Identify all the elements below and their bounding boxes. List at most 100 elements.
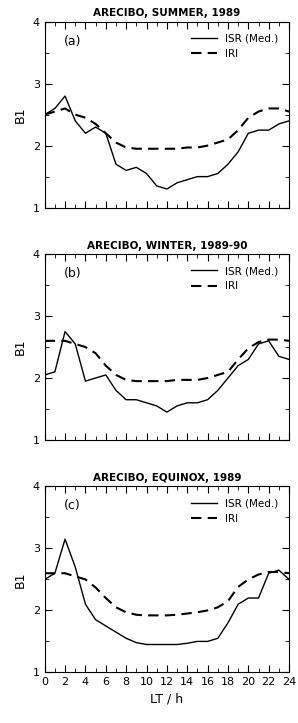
IRI <box>195 608 199 617</box>
ISR (Med.) <box>43 575 46 583</box>
ISR (Med.) <box>165 640 169 649</box>
ISR (Med.) <box>226 618 230 627</box>
ISR (Med.) <box>124 166 128 175</box>
IRI <box>236 583 240 591</box>
ISR (Med.) <box>43 371 46 380</box>
IRI <box>73 572 77 581</box>
ISR (Med.) <box>185 176 189 184</box>
ISR (Med.) <box>175 401 179 410</box>
ISR (Med.) <box>216 169 220 178</box>
IRI <box>267 568 271 576</box>
IRI <box>53 569 57 578</box>
ISR (Med.) <box>195 172 199 181</box>
IRI <box>185 609 189 618</box>
IRI <box>226 135 230 144</box>
IRI <box>43 569 46 578</box>
IRI <box>63 336 67 345</box>
Text: (b): (b) <box>64 267 82 280</box>
ISR (Med.) <box>135 163 138 171</box>
IRI <box>104 129 108 137</box>
IRI <box>185 375 189 384</box>
IRI <box>226 367 230 376</box>
ISR (Med.) <box>267 336 271 345</box>
IRI <box>175 610 179 619</box>
Line: ISR (Med.): ISR (Med.) <box>45 539 289 644</box>
IRI <box>246 344 250 353</box>
ISR (Med.) <box>236 600 240 609</box>
ISR (Med.) <box>84 129 87 137</box>
Legend: ISR (Med.), IRI: ISR (Med.), IRI <box>187 30 281 62</box>
ISR (Med.) <box>84 600 87 609</box>
ISR (Med.) <box>287 355 291 364</box>
IRI <box>63 104 67 113</box>
IRI <box>124 143 128 152</box>
IRI <box>53 336 57 345</box>
ISR (Med.) <box>155 640 159 649</box>
ISR (Med.) <box>185 639 189 648</box>
IRI <box>257 338 260 346</box>
IRI <box>124 608 128 617</box>
IRI <box>267 335 271 344</box>
IRI <box>195 143 199 152</box>
IRI <box>84 575 87 583</box>
ISR (Med.) <box>53 104 57 113</box>
IRI <box>135 610 138 619</box>
IRI <box>185 143 189 152</box>
X-axis label: LT / h: LT / h <box>150 693 184 706</box>
IRI <box>73 111 77 119</box>
ISR (Med.) <box>195 637 199 646</box>
ISR (Med.) <box>104 371 108 380</box>
IRI <box>155 145 159 153</box>
ISR (Med.) <box>84 377 87 385</box>
ISR (Med.) <box>185 398 189 407</box>
ISR (Med.) <box>53 367 57 376</box>
IRI <box>135 145 138 153</box>
IRI <box>175 375 179 384</box>
IRI <box>94 349 97 358</box>
IRI <box>155 611 159 620</box>
ISR (Med.) <box>155 401 159 410</box>
IRI <box>287 107 291 116</box>
ISR (Med.) <box>155 181 159 190</box>
ISR (Med.) <box>246 129 250 137</box>
IRI <box>246 575 250 583</box>
IRI <box>175 145 179 153</box>
Line: IRI: IRI <box>45 108 289 149</box>
IRI <box>114 603 118 612</box>
Title: ARECIBO, EQUINOX, 1989: ARECIBO, EQUINOX, 1989 <box>93 473 241 483</box>
ISR (Med.) <box>277 119 281 128</box>
ISR (Med.) <box>175 640 179 649</box>
ISR (Med.) <box>206 395 209 404</box>
ISR (Med.) <box>226 160 230 168</box>
ISR (Med.) <box>216 634 220 643</box>
ISR (Med.) <box>165 408 169 416</box>
IRI <box>53 107 57 116</box>
IRI <box>257 570 260 579</box>
ISR (Med.) <box>236 362 240 370</box>
Line: IRI: IRI <box>45 572 289 615</box>
ISR (Med.) <box>104 622 108 630</box>
IRI <box>135 377 138 385</box>
Line: ISR (Med.): ISR (Med.) <box>45 332 289 412</box>
Text: (c): (c) <box>64 500 81 513</box>
IRI <box>195 375 199 384</box>
ISR (Med.) <box>277 352 281 361</box>
ISR (Med.) <box>114 386 118 395</box>
IRI <box>206 606 209 615</box>
ISR (Med.) <box>145 640 148 649</box>
IRI <box>277 335 281 344</box>
Y-axis label: B1: B1 <box>14 571 27 588</box>
IRI <box>267 104 271 113</box>
IRI <box>246 114 250 122</box>
ISR (Med.) <box>216 386 220 395</box>
IRI <box>257 107 260 116</box>
IRI <box>165 611 169 620</box>
IRI <box>145 377 148 385</box>
ISR (Med.) <box>43 111 46 119</box>
IRI <box>277 568 281 576</box>
IRI <box>124 375 128 384</box>
ISR (Med.) <box>63 328 67 336</box>
IRI <box>145 611 148 620</box>
IRI <box>145 145 148 153</box>
IRI <box>63 569 67 578</box>
